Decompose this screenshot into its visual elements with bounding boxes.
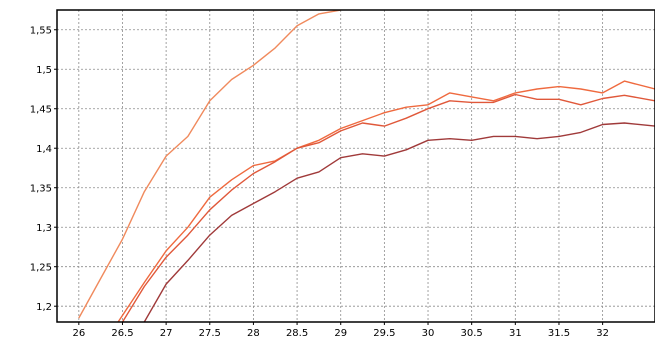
x-tick-label: 29 bbox=[334, 328, 347, 339]
x-tick-label: 31 bbox=[509, 328, 522, 339]
x-tick-label: 29.5 bbox=[373, 328, 395, 339]
x-tick-label: 31.5 bbox=[548, 328, 570, 339]
x-tick-label: 28 bbox=[247, 328, 260, 339]
y-tick-label: 1,35 bbox=[30, 184, 52, 195]
series-line-4 bbox=[143, 122, 655, 322]
x-tick-label: 27 bbox=[160, 328, 173, 339]
y-tick-label: 1,25 bbox=[30, 263, 52, 274]
x-tick-label: 27.5 bbox=[199, 328, 221, 339]
y-tick-label: 1,45 bbox=[30, 105, 52, 116]
x-axis: 26 26.5 27 27.5 28 28.5 29 29.5 30 30.5 31 31.5 32 bbox=[72, 322, 609, 339]
x-tick-label: 26.5 bbox=[111, 328, 133, 339]
y-tick-label: 1,5 bbox=[36, 65, 52, 76]
y-tick-label: 1,3 bbox=[36, 223, 52, 234]
x-tick-label: 28.5 bbox=[286, 328, 308, 339]
series-layer bbox=[78, 10, 655, 322]
x-tick-label: 32 bbox=[596, 328, 609, 339]
plot-background bbox=[57, 10, 655, 322]
series-line-1 bbox=[78, 10, 341, 319]
y-tick-label: 1,55 bbox=[30, 26, 52, 37]
y-axis: 1,2 1,25 1,3 1,35 1,4 1,45 1,5 1,55 bbox=[30, 26, 57, 313]
y-tick-label: 1,4 bbox=[36, 144, 52, 155]
series-line-3 bbox=[121, 93, 655, 322]
y-tick-label: 1,2 bbox=[36, 302, 52, 313]
x-tick-label: 26 bbox=[72, 328, 85, 339]
x-tick-label: 30 bbox=[422, 328, 435, 339]
plot-frame bbox=[56, 9, 655, 323]
series-line-2 bbox=[117, 80, 655, 322]
x-tick-label: 30.5 bbox=[461, 328, 483, 339]
